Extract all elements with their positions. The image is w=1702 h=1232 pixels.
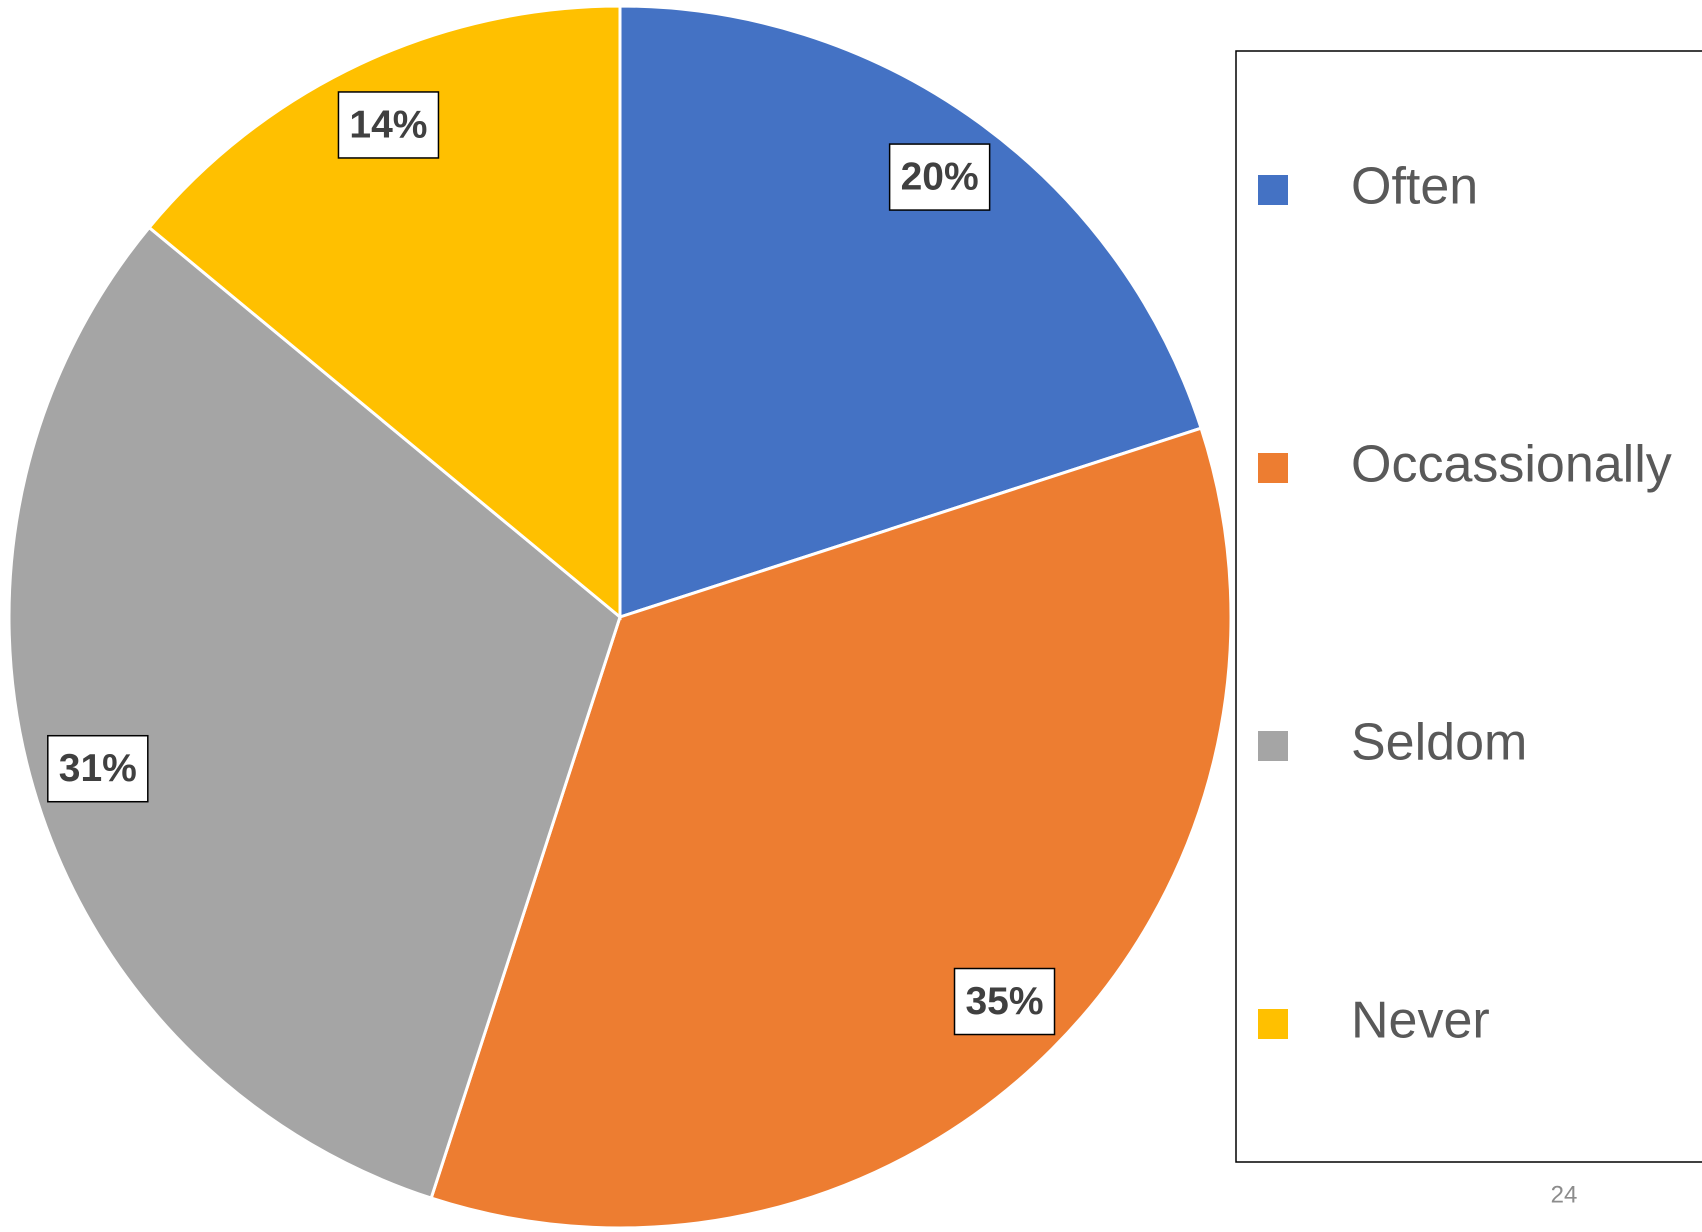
slide-number: 24 [1551, 1181, 1578, 1208]
legend-swatch [1258, 175, 1288, 205]
legend-box [1235, 50, 1702, 1163]
data-label: 31% [59, 747, 137, 790]
data-label-box [953, 967, 1056, 1036]
legend-label: Seldom [1351, 714, 1527, 772]
pie-slice [147, 4, 622, 621]
legend-swatch [1258, 731, 1288, 761]
pie-slice [7, 225, 622, 1200]
pie-slice [618, 4, 1203, 620]
data-label: 14% [349, 103, 427, 146]
data-label-box [337, 91, 440, 159]
data-label: 20% [901, 155, 979, 198]
legend-label: Occassionally [1351, 436, 1672, 494]
legend-swatch [1258, 1009, 1288, 1039]
data-label-box [47, 734, 149, 803]
legend-label: Never [1351, 992, 1490, 1050]
data-label: 35% [965, 980, 1043, 1023]
legend-swatch [1258, 453, 1288, 483]
legend-label: Often [1351, 158, 1478, 216]
data-label-box [888, 143, 991, 211]
